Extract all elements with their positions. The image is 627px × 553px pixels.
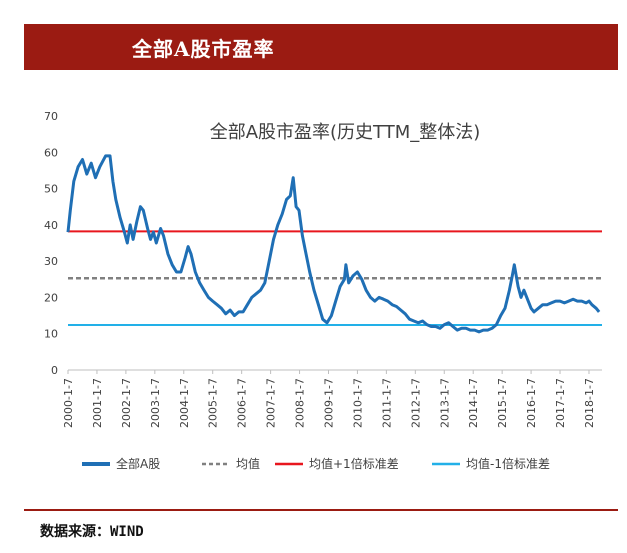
y-tick-label: 50 <box>44 183 58 196</box>
x-tick-label: 2004-1-7 <box>178 378 191 428</box>
footer-rule <box>24 509 618 511</box>
y-tick-label: 30 <box>44 255 58 268</box>
y-tick-label: 20 <box>44 291 58 304</box>
x-tick-label: 2009-1-7 <box>322 378 335 428</box>
legend-label: 均值 <box>236 456 260 471</box>
chart-title: 全部A股市盈率(历史TTM_整体法) <box>210 122 481 143</box>
y-tick-label: 70 <box>44 110 58 123</box>
x-tick-label: 2007-1-7 <box>265 378 278 428</box>
series-line-pe <box>66 154 601 334</box>
x-tick-label: 2002-1-7 <box>120 378 133 428</box>
y-tick-label: 10 <box>44 328 58 341</box>
header-title: 全部A股市盈率 <box>132 37 275 61</box>
x-tick-label: 2016-1-7 <box>525 378 538 428</box>
x-tick-label: 2000-1-7 <box>62 378 75 428</box>
y-tick-label: 40 <box>44 219 58 232</box>
legend-label: 全部A股 <box>116 456 160 471</box>
header-banner: 全部A股市盈率 <box>24 24 618 70</box>
data-source: 数据来源：WIND <box>40 524 144 540</box>
y-tick-label: 60 <box>44 146 58 159</box>
x-tick-label: 2014-1-7 <box>467 378 480 428</box>
x-tick-label: 2012-1-7 <box>409 378 422 428</box>
x-tick-label: 2013-1-7 <box>438 378 451 428</box>
x-tick-label: 2005-1-7 <box>207 378 220 428</box>
legend-label: 均值-1倍标准差 <box>466 456 550 471</box>
x-tick-label: 2006-1-7 <box>236 378 249 428</box>
x-tick-label: 2011-1-7 <box>380 378 393 428</box>
y-tick-label: 0 <box>51 364 58 377</box>
x-tick-label: 2003-1-7 <box>149 378 162 428</box>
legend-label: 均值+1倍标准差 <box>309 456 399 471</box>
x-tick-label: 2017-1-7 <box>554 378 567 428</box>
x-tick-label: 2015-1-7 <box>496 378 509 428</box>
x-tick-label: 2008-1-7 <box>294 378 307 428</box>
x-tick-label: 2010-1-7 <box>351 378 364 428</box>
x-tick-label: 2018-1-7 <box>583 378 596 428</box>
x-tick-label: 2001-1-7 <box>91 378 104 428</box>
